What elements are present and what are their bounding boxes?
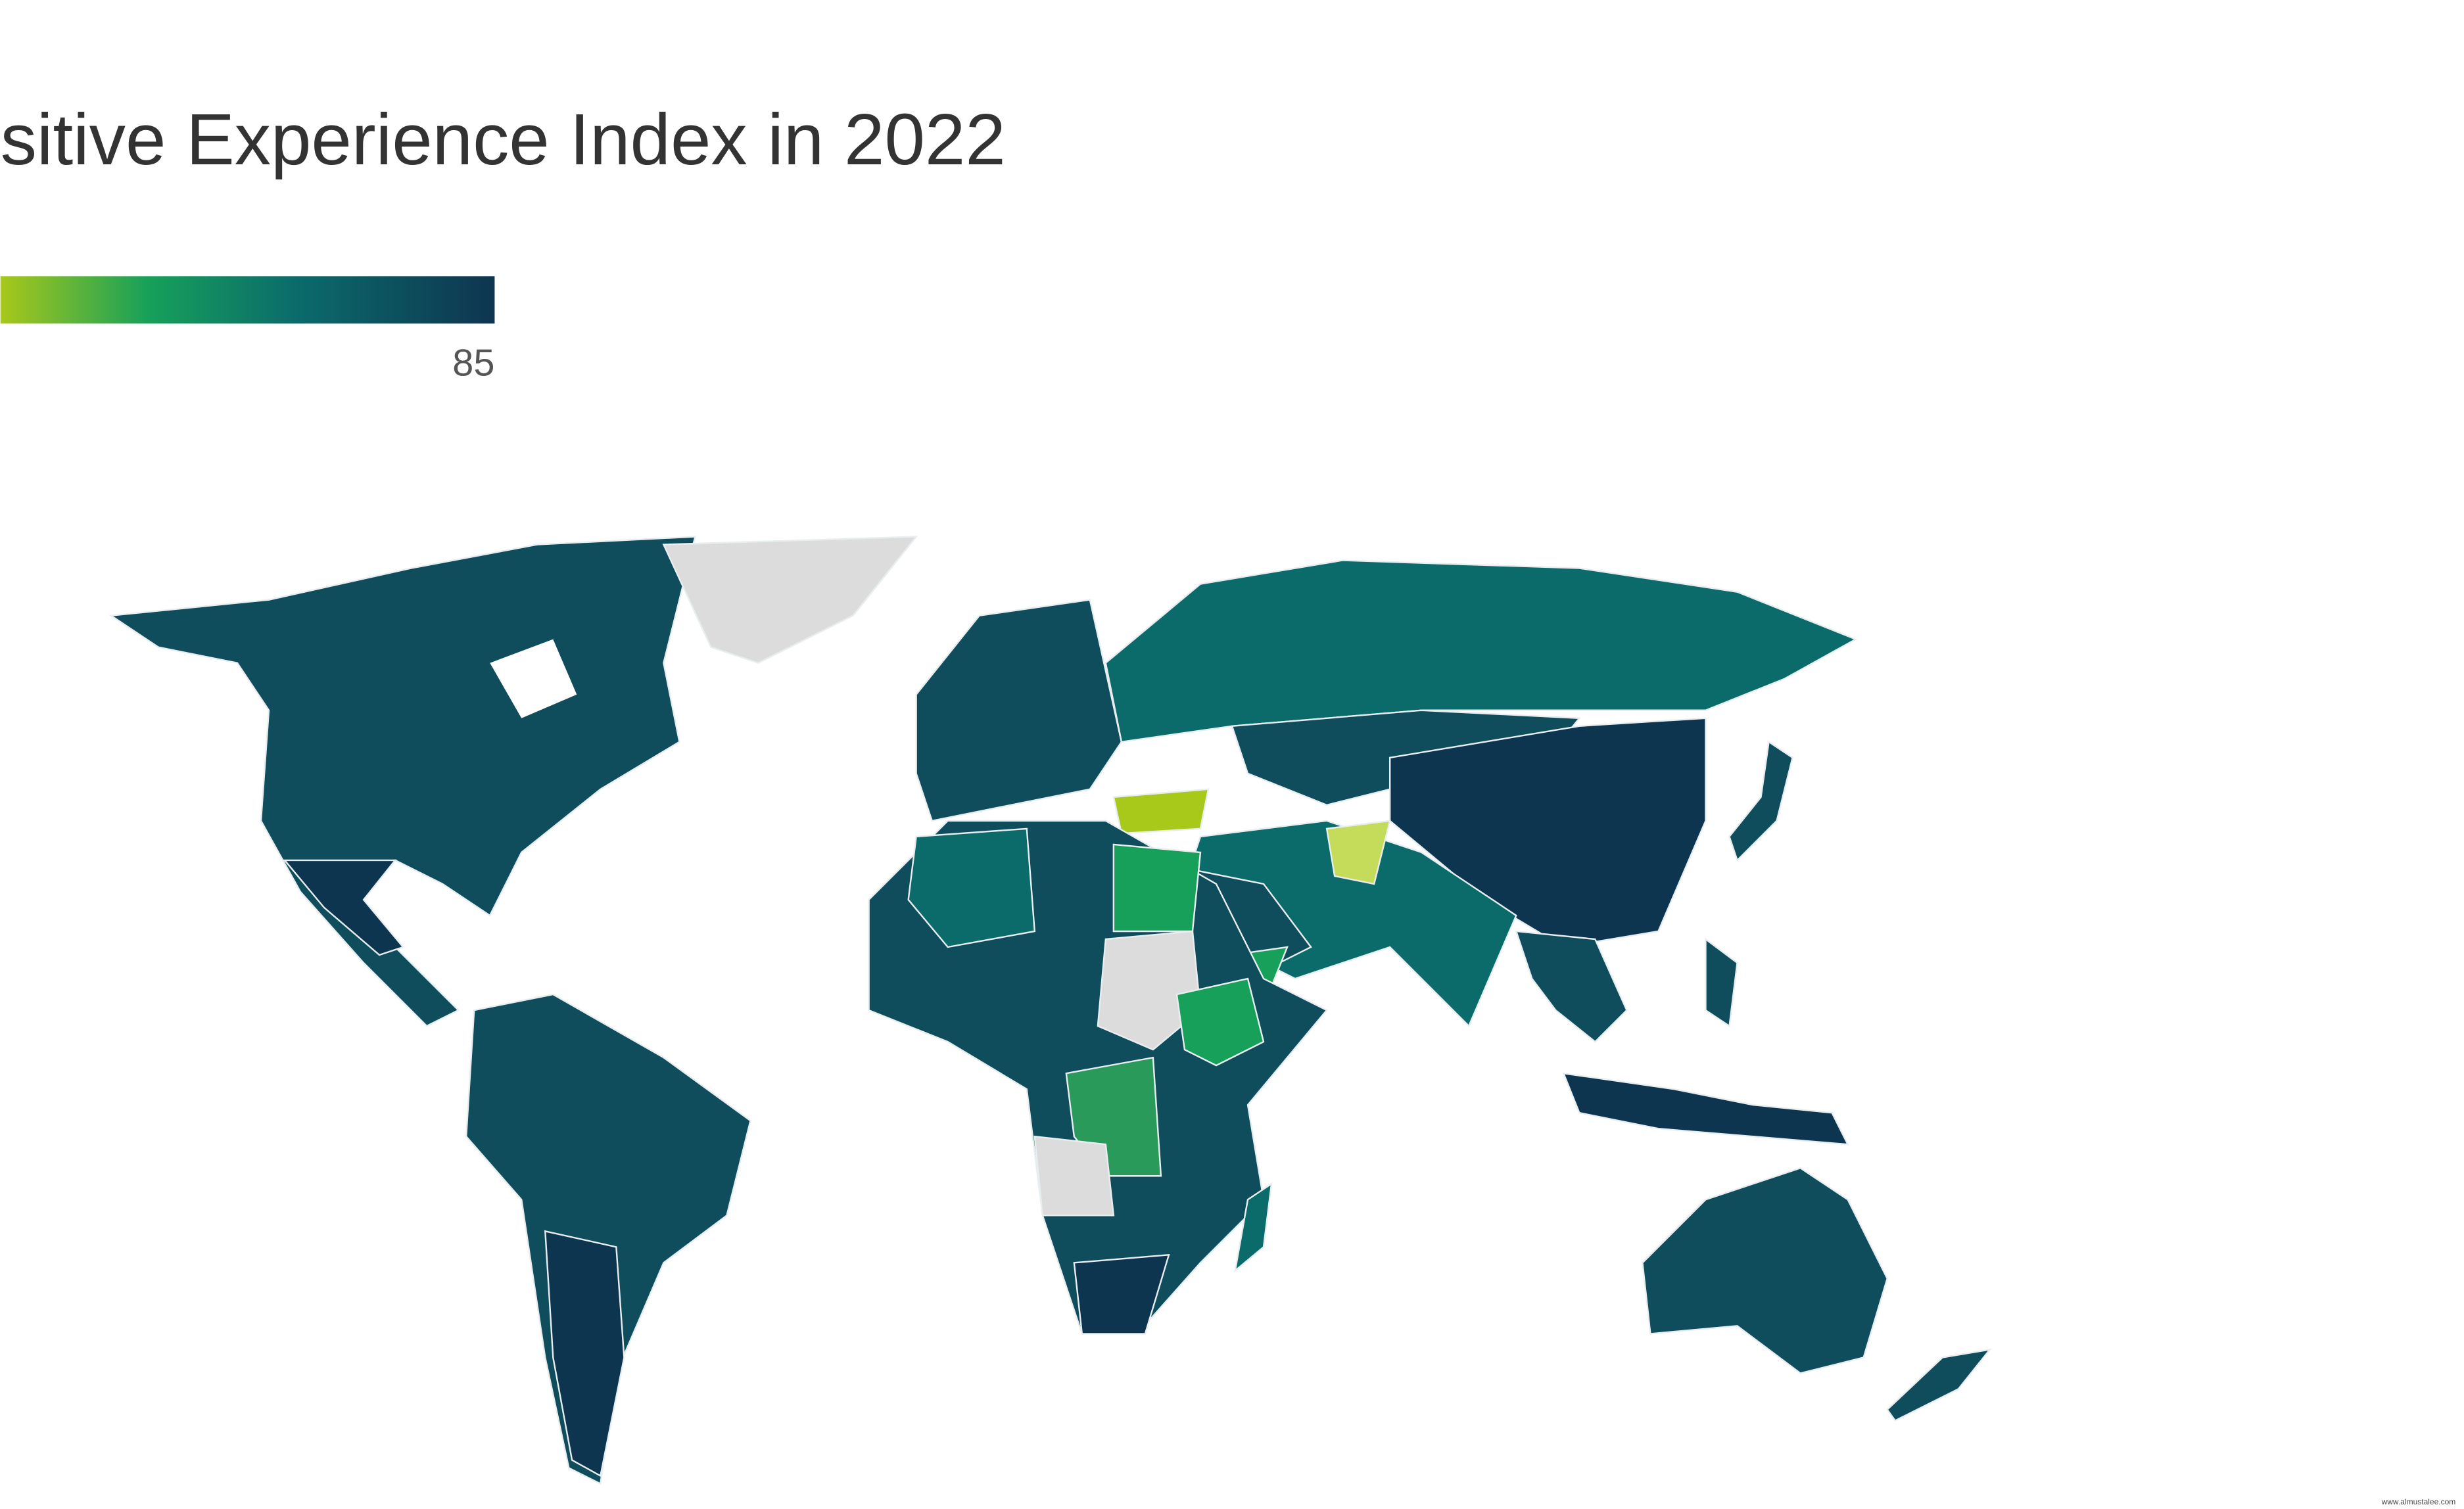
country — [1728, 740, 1793, 862]
country — [544, 1230, 625, 1477]
country — [1175, 977, 1265, 1067]
country — [1112, 843, 1202, 933]
country — [1642, 1167, 1888, 1374]
legend-gradient — [0, 276, 495, 324]
country — [1325, 820, 1391, 885]
country — [283, 859, 405, 956]
country — [907, 827, 1036, 948]
country — [1515, 930, 1628, 1043]
lake — [490, 639, 577, 718]
country — [108, 536, 696, 1027]
watermark: www.almustalee.com — [2381, 1497, 2456, 1506]
country — [1562, 1072, 1849, 1146]
country — [1112, 788, 1210, 835]
world-map — [108, 536, 1992, 1485]
country — [1073, 1253, 1170, 1335]
country — [1705, 937, 1738, 1028]
country — [1033, 1135, 1115, 1217]
country — [662, 536, 918, 664]
legend-max-label: 85 — [452, 342, 494, 384]
country — [915, 599, 1123, 822]
country — [1234, 1182, 1273, 1273]
country — [1097, 930, 1202, 1051]
country — [1388, 717, 1707, 948]
map-title: sitive Experience Index in 2022 — [1, 99, 1006, 180]
country — [1886, 1348, 1992, 1422]
